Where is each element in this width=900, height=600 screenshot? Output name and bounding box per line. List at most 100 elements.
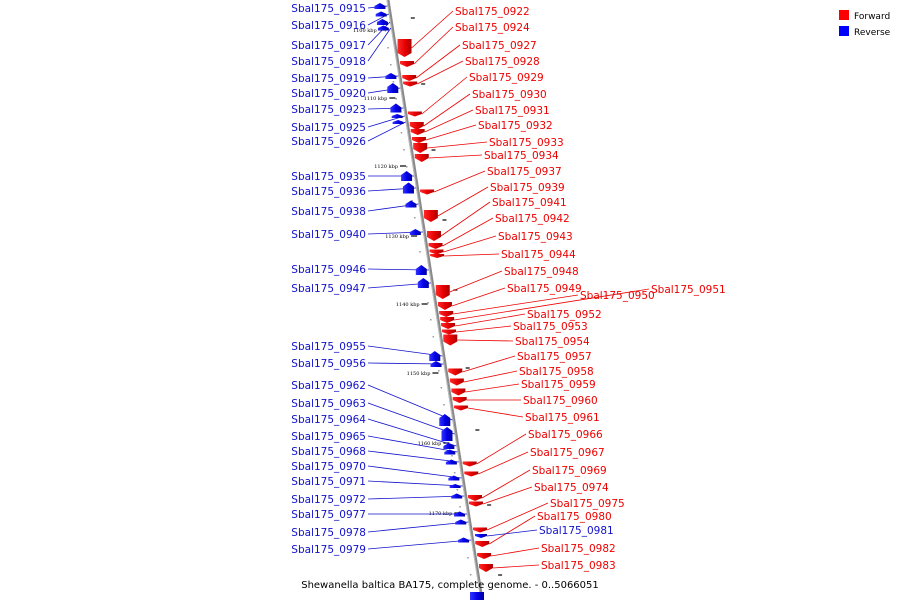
forward-gene-label[interactable]: Sbal175_0943 xyxy=(498,231,573,243)
forward-gene-feature[interactable] xyxy=(439,311,454,317)
forward-gene-label[interactable]: Sbal175_0975 xyxy=(550,498,625,510)
reverse-gene-feature[interactable] xyxy=(377,25,389,31)
reverse-gene-feature[interactable] xyxy=(402,182,414,194)
reverse-gene-feature[interactable] xyxy=(470,592,484,600)
reverse-gene-label[interactable]: Sbal175_0965 xyxy=(291,431,366,443)
reverse-gene-label[interactable]: Sbal175_0935 xyxy=(291,171,366,183)
reverse-gene-label[interactable]: Sbal175_0926 xyxy=(291,136,366,148)
forward-gene-feature[interactable] xyxy=(468,495,483,501)
reverse-gene-label[interactable]: Sbal175_0917 xyxy=(291,40,366,52)
forward-gene-feature[interactable] xyxy=(464,471,479,477)
forward-gene-feature[interactable] xyxy=(478,564,493,572)
reverse-gene-feature[interactable] xyxy=(454,511,466,517)
reverse-gene-label[interactable]: Sbal175_0920 xyxy=(291,88,366,100)
forward-gene-label[interactable]: Sbal175_0953 xyxy=(513,321,588,333)
forward-gene-feature[interactable] xyxy=(414,154,429,162)
reverse-gene-label[interactable]: Sbal175_0915 xyxy=(291,3,366,15)
reverse-gene-feature[interactable] xyxy=(445,459,457,465)
forward-gene-feature[interactable] xyxy=(443,334,458,346)
reverse-gene-label[interactable]: Sbal175_0972 xyxy=(291,494,366,506)
forward-gene-feature[interactable] xyxy=(411,137,426,143)
forward-gene-feature[interactable] xyxy=(407,111,422,117)
forward-gene-feature[interactable] xyxy=(452,397,467,403)
forward-gene-label[interactable]: Sbal175_0980 xyxy=(537,511,612,523)
forward-gene-label[interactable]: Sbal175_0941 xyxy=(492,197,567,209)
reverse-gene-label[interactable]: Sbal175_0923 xyxy=(291,104,366,116)
reverse-gene-feature[interactable] xyxy=(390,103,402,113)
forward-gene-label[interactable]: Sbal175_0960 xyxy=(523,395,598,407)
reverse-gene-label[interactable]: Sbal175_0936 xyxy=(291,186,366,198)
reverse-gene-feature[interactable] xyxy=(387,83,399,93)
forward-gene-label[interactable]: Sbal175_0954 xyxy=(515,336,590,348)
reverse-gene-label[interactable]: Sbal175_0971 xyxy=(291,476,366,488)
forward-gene-feature[interactable] xyxy=(400,61,415,67)
forward-gene-feature[interactable] xyxy=(442,329,457,335)
forward-gene-label[interactable]: Sbal175_0982 xyxy=(541,543,616,555)
forward-gene-label[interactable]: Sbal175_0922 xyxy=(455,6,530,18)
forward-gene-feature[interactable] xyxy=(468,501,483,507)
forward-gene-label[interactable]: Sbal175_0969 xyxy=(532,465,607,477)
forward-gene-label[interactable]: Sbal175_0957 xyxy=(517,351,592,363)
reverse-gene-feature[interactable] xyxy=(429,351,441,361)
forward-gene-feature[interactable] xyxy=(475,541,490,547)
forward-gene-feature[interactable] xyxy=(402,75,417,81)
forward-gene-label[interactable]: Sbal175_0983 xyxy=(541,560,616,572)
forward-gene-feature[interactable] xyxy=(451,388,466,396)
reverse-gene-feature[interactable] xyxy=(392,120,404,124)
forward-gene-label[interactable]: Sbal175_0967 xyxy=(530,447,605,459)
reverse-gene-label[interactable]: Sbal175_0938 xyxy=(291,206,366,218)
other-gene-feature[interactable] xyxy=(474,534,487,538)
forward-gene-feature[interactable] xyxy=(428,243,443,249)
forward-gene-feature[interactable] xyxy=(453,405,468,411)
reverse-gene-feature[interactable] xyxy=(439,414,451,426)
reverse-gene-feature[interactable] xyxy=(391,114,403,118)
forward-gene-label[interactable]: Sbal175_0934 xyxy=(484,150,559,162)
forward-gene-label[interactable]: Sbal175_0950 xyxy=(580,290,655,302)
reverse-gene-label[interactable]: Sbal175_0968 xyxy=(291,446,366,458)
other-gene-label[interactable]: Sbal175_0981 xyxy=(539,525,614,537)
reverse-gene-label[interactable]: Sbal175_0919 xyxy=(291,73,366,85)
forward-gene-feature[interactable] xyxy=(449,378,464,386)
forward-gene-feature[interactable] xyxy=(423,210,438,222)
forward-gene-label[interactable]: Sbal175_0932 xyxy=(478,120,553,132)
forward-gene-label[interactable]: Sbal175_0951 xyxy=(651,284,726,296)
reverse-gene-label[interactable]: Sbal175_0940 xyxy=(291,229,366,241)
forward-gene-feature[interactable] xyxy=(413,143,428,153)
reverse-gene-feature[interactable] xyxy=(430,361,442,367)
reverse-gene-label[interactable]: Sbal175_0977 xyxy=(291,509,366,521)
forward-gene-label[interactable]: Sbal175_0966 xyxy=(528,429,603,441)
forward-gene-label[interactable]: Sbal175_0974 xyxy=(534,482,609,494)
reverse-gene-feature[interactable] xyxy=(455,519,467,525)
forward-gene-label[interactable]: Sbal175_0949 xyxy=(507,283,582,295)
reverse-gene-label[interactable]: Sbal175_0947 xyxy=(291,283,366,295)
reverse-gene-label[interactable]: Sbal175_0963 xyxy=(291,398,366,410)
forward-gene-feature[interactable] xyxy=(420,189,435,195)
reverse-gene-label[interactable]: Sbal175_0946 xyxy=(291,264,366,276)
forward-gene-label[interactable]: Sbal175_0927 xyxy=(462,40,537,52)
reverse-gene-feature[interactable] xyxy=(458,537,470,543)
forward-gene-feature[interactable] xyxy=(437,302,452,310)
forward-gene-label[interactable]: Sbal175_0948 xyxy=(504,266,579,278)
forward-gene-feature[interactable] xyxy=(473,527,488,533)
forward-gene-label[interactable]: Sbal175_0944 xyxy=(501,249,576,261)
reverse-gene-feature[interactable] xyxy=(415,265,427,275)
forward-gene-label[interactable]: Sbal175_0924 xyxy=(455,22,530,34)
reverse-gene-label[interactable]: Sbal175_0955 xyxy=(291,341,366,353)
forward-gene-feature[interactable] xyxy=(462,461,477,467)
reverse-gene-feature[interactable] xyxy=(449,484,461,488)
reverse-gene-label[interactable]: Sbal175_0978 xyxy=(291,527,366,539)
forward-gene-feature[interactable] xyxy=(448,368,463,376)
forward-gene-label[interactable]: Sbal175_0928 xyxy=(465,56,540,68)
forward-gene-label[interactable]: Sbal175_0942 xyxy=(495,213,570,225)
forward-gene-label[interactable]: Sbal175_0959 xyxy=(521,379,596,391)
forward-gene-label[interactable]: Sbal175_0930 xyxy=(472,89,547,101)
reverse-gene-feature[interactable] xyxy=(375,11,387,17)
forward-gene-feature[interactable] xyxy=(441,323,456,329)
forward-gene-feature[interactable] xyxy=(429,249,444,255)
forward-gene-label[interactable]: Sbal175_0933 xyxy=(489,137,564,149)
forward-gene-feature[interactable] xyxy=(477,553,492,559)
reverse-gene-feature[interactable] xyxy=(405,200,417,208)
reverse-gene-feature[interactable] xyxy=(376,19,388,25)
reverse-gene-feature[interactable] xyxy=(448,475,460,481)
reverse-gene-feature[interactable] xyxy=(444,449,456,455)
